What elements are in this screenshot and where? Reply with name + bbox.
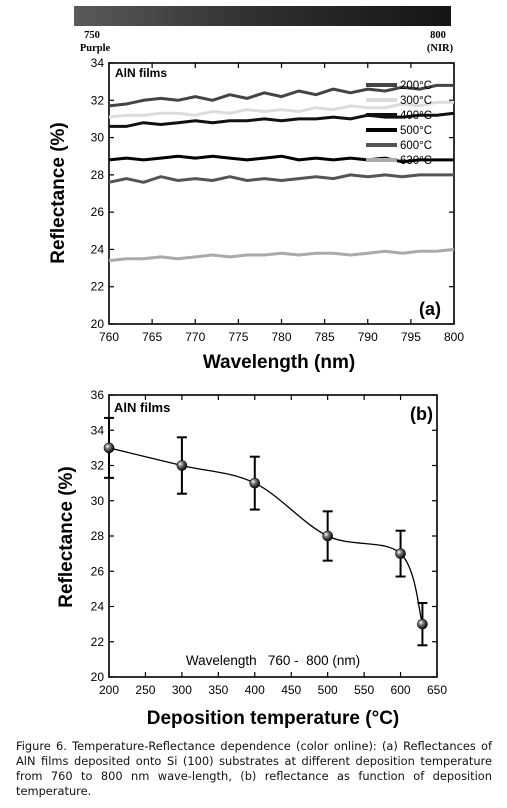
panel-b-ytick-label: 30	[91, 494, 105, 508]
series-line-300c	[108, 100, 454, 119]
panel-b-xtick-label: 600	[391, 683, 411, 697]
panel-b-annotation: AlN films	[114, 400, 170, 415]
panel-a-xtick-label: 780	[271, 330, 291, 344]
series-line-200c	[108, 83, 454, 108]
series-line-630c	[108, 247, 455, 263]
legend-label-600c: 600°C	[400, 140, 432, 152]
panel-b-xlabel: Deposition temperature (°C)	[147, 708, 400, 729]
legend-label-400c: 400°C	[400, 110, 432, 122]
panel-a-xtick-label: 795	[401, 330, 421, 344]
panel-a-reflectance-spectra: 760 765 770 775 780 785 790 795 800 20 22 24 26 28 30 3…	[48, 56, 464, 373]
panel-a-ylabel: Reflectance (%)	[48, 122, 69, 264]
legend-label-630c: 630°C	[400, 155, 432, 167]
panel-a-xlabel: Wavelength (nm)	[203, 352, 355, 373]
spectrum-bar	[74, 6, 451, 26]
panel-b-label: (b)	[410, 404, 433, 424]
data-point	[176, 460, 188, 471]
panel-b-xtick-label: 300	[172, 683, 192, 697]
panel-a-ytick-label: 22	[91, 280, 105, 294]
panel-b-xtick-label: 350	[208, 683, 228, 697]
panel-a-xtick-label: 800	[444, 330, 464, 344]
panel-b-ytick-label: 24	[91, 600, 105, 614]
panel-b-ytick-label: 36	[91, 388, 105, 402]
panel-b-xtick-label: 550	[354, 683, 374, 697]
panel-a-xtick-label: 760	[99, 330, 119, 344]
panel-a-xtick-label: 775	[228, 330, 248, 344]
panel-a-ytick-label: 30	[91, 131, 105, 145]
panel-b-xtick-label: 500	[318, 683, 338, 697]
panel-b-xtick-label: 250	[135, 683, 155, 697]
panel-a-legend: 200°C 300°C 400°C 500°C 600°C 630°C	[366, 80, 432, 167]
panel-a-ytick-label: 28	[91, 168, 105, 182]
panel-a-label: (a)	[419, 299, 441, 319]
data-point	[417, 618, 428, 630]
panel-b-ylabel: Reflectance (%)	[56, 466, 77, 608]
spectrum-left-value: 750	[84, 30, 100, 41]
figure: 750 Purple 800 (NIR) 760 765 770 775 780 785 7…	[48, 6, 464, 729]
panel-a-xtick-label: 785	[315, 330, 335, 344]
spectrum-right-name: (NIR)	[427, 43, 454, 54]
panel-b-ytick-label: 22	[91, 635, 105, 649]
figure-caption: Figure 6. Temperature-Reflectance depend…	[16, 739, 492, 798]
panel-a-ytick-label: 34	[91, 56, 105, 70]
spectrum-right-value: 800	[430, 30, 446, 41]
panel-a-xtick-label: 790	[358, 330, 378, 344]
panel-a-ytick-label: 20	[91, 317, 105, 331]
fit-curve	[108, 447, 424, 625]
panel-b-xtick-label: 200	[99, 683, 119, 697]
panel-b-axes: 200 250 300 350 400 450 500 550 600 650 20 22 24 26 28…	[91, 388, 448, 697]
panel-a-axes: 760 765 770 775 780 785 790 795 800 20 22 24 26 28 30 3…	[91, 56, 465, 344]
series-line-600c	[108, 173, 454, 184]
panel-b-xtick-label: 400	[245, 683, 265, 697]
panel-a-series	[108, 83, 455, 263]
panel-a-ytick-label: 24	[91, 242, 105, 256]
data-point	[395, 548, 406, 559]
panel-a-xtick-label: 765	[142, 330, 162, 344]
data-point	[249, 477, 261, 489]
panel-b-series	[103, 416, 428, 647]
panel-b-ytick-label: 34	[91, 423, 105, 437]
panel-b-ytick-label: 26	[91, 564, 105, 578]
panel-b-xtick-label: 650	[427, 683, 447, 697]
panel-b-plot-frame	[108, 394, 438, 678]
series-line-400c	[109, 111, 455, 128]
panel-a-xtick-label: 770	[185, 330, 205, 344]
spectrum-left-name: Purple	[80, 43, 111, 54]
panel-b-ytick-label: 20	[91, 670, 105, 684]
legend-label-300c: 300°C	[400, 95, 432, 107]
legend-label-200c: 200°C	[400, 80, 432, 92]
data-point	[103, 442, 115, 454]
panel-a-annotation: AlN films	[115, 66, 167, 80]
panel-a-ytick-label: 26	[91, 205, 105, 219]
legend-label-500c: 500°C	[400, 125, 432, 137]
panel-b-xtick-label: 450	[281, 683, 301, 697]
data-point	[322, 530, 333, 542]
panel-b-reflectance-vs-temperature: 200 250 300 350 400 450 500 550 600 650 20 22 24 26 28…	[56, 388, 447, 729]
panel-b-inner-note: Wavelength 760 - 800 (nm)	[186, 653, 360, 668]
panel-a-ytick-label: 32	[91, 93, 105, 107]
panel-b-ytick-label: 32	[91, 459, 105, 473]
panel-b-ytick-label: 28	[91, 529, 105, 543]
